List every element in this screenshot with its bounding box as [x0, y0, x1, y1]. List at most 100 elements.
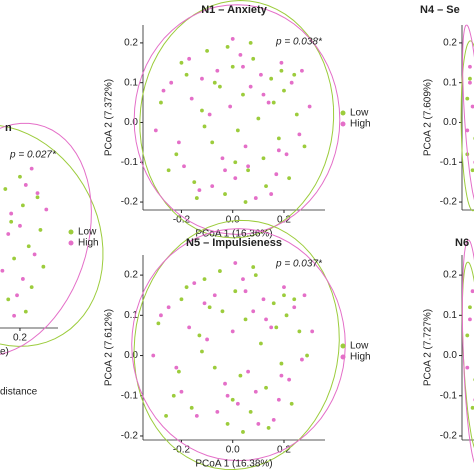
point: [166, 305, 171, 310]
point: [251, 309, 256, 314]
point: [271, 301, 276, 306]
panel: -0.2 -0.1 0.0 0.1 0.2 N4 – Se PCoA 2 (7.609%): [420, 4, 474, 212]
point: [202, 301, 207, 306]
point: [12, 313, 17, 318]
point: [194, 413, 199, 418]
point: [171, 393, 176, 398]
point: [194, 196, 199, 200]
panel: -0.2-0.10.00.10.2-0.2 0.0 0.2N1 – Anxietyp…: [104, 0, 371, 240]
point: [256, 422, 261, 426]
point: [468, 317, 472, 322]
point: [300, 68, 304, 73]
point: [35, 191, 40, 196]
point: [274, 325, 279, 330]
point: [269, 325, 274, 330]
point: [205, 337, 209, 342]
point: [189, 405, 194, 410]
point: [235, 128, 240, 133]
point: [274, 172, 279, 177]
point: [302, 144, 307, 149]
point: [218, 84, 222, 89]
point: [179, 60, 184, 65]
point: [276, 148, 281, 153]
ellipse: [133, 4, 341, 235]
point: [32, 252, 37, 257]
point: [292, 72, 297, 77]
point: [251, 56, 256, 61]
point: [246, 369, 250, 374]
point: [176, 140, 181, 145]
legend-label: High: [78, 238, 99, 249]
legend-label: Low: [350, 108, 369, 119]
point: [241, 430, 245, 434]
point: [225, 393, 230, 398]
point: [279, 361, 284, 366]
point: [289, 401, 294, 406]
point: [241, 92, 245, 97]
y-tick-label: 0.2: [124, 270, 138, 281]
point: [241, 64, 245, 69]
y-tick-label: -0.1: [121, 390, 139, 401]
point: [259, 341, 263, 346]
point: [225, 44, 230, 49]
ellipse: [461, 239, 474, 464]
point: [184, 72, 189, 77]
point: [182, 164, 186, 169]
point: [200, 108, 204, 113]
legend-marker: [340, 343, 346, 349]
point: [9, 219, 14, 224]
panel-title: N1 – Anxiety: [201, 4, 268, 16]
point: [159, 100, 163, 105]
ellipse: [139, 0, 335, 239]
y-axis-label: PCoA 2 (7.372%): [104, 79, 115, 156]
point: [243, 289, 248, 294]
x-tick-label: 0.0: [226, 445, 240, 456]
x-axis-label: PCoA 1 (16.36%): [195, 229, 272, 240]
point: [179, 297, 184, 302]
point: [23, 183, 28, 187]
legend-label: High: [350, 119, 371, 130]
point: [241, 277, 245, 282]
ellipse: [0, 122, 92, 355]
y-tick-label: -0.1: [121, 157, 139, 168]
point: [18, 223, 22, 228]
point: [197, 188, 202, 193]
point: [233, 160, 238, 165]
point: [465, 365, 470, 370]
point: [468, 64, 472, 69]
point: [248, 409, 253, 414]
p-value: p = 0.037*: [275, 259, 323, 270]
legend-label: Low: [350, 341, 369, 352]
point: [248, 41, 253, 45]
y-tick-label: 0.1: [443, 310, 457, 321]
ellipse: [462, 24, 474, 201]
point: [233, 289, 238, 294]
point: [470, 104, 474, 109]
point: [248, 84, 253, 89]
x-axis-label: PCoA 1 (16.38%): [195, 459, 272, 470]
point: [174, 152, 179, 157]
point: [271, 100, 276, 105]
point: [38, 228, 43, 232]
point: [151, 353, 156, 358]
point: [156, 321, 161, 326]
point: [169, 80, 174, 85]
y-tick-label: 0.0: [124, 350, 138, 361]
y-tick-label: -0.1: [440, 390, 458, 401]
y-tick-label: 0.0: [124, 117, 138, 128]
point: [161, 88, 166, 93]
point: [279, 60, 284, 65]
point: [297, 132, 302, 137]
y-tick-label: 0.0: [443, 117, 457, 128]
point: [12, 256, 17, 261]
point: [261, 297, 266, 302]
point: [184, 285, 189, 290]
point: [215, 409, 220, 414]
p-value: p = 0.038*: [275, 37, 323, 48]
point: [197, 333, 202, 338]
point: [164, 413, 168, 418]
y-tick-label: -0.2: [121, 431, 139, 442]
point: [279, 373, 284, 378]
ellipse: [460, 40, 474, 212]
point: [207, 305, 212, 310]
